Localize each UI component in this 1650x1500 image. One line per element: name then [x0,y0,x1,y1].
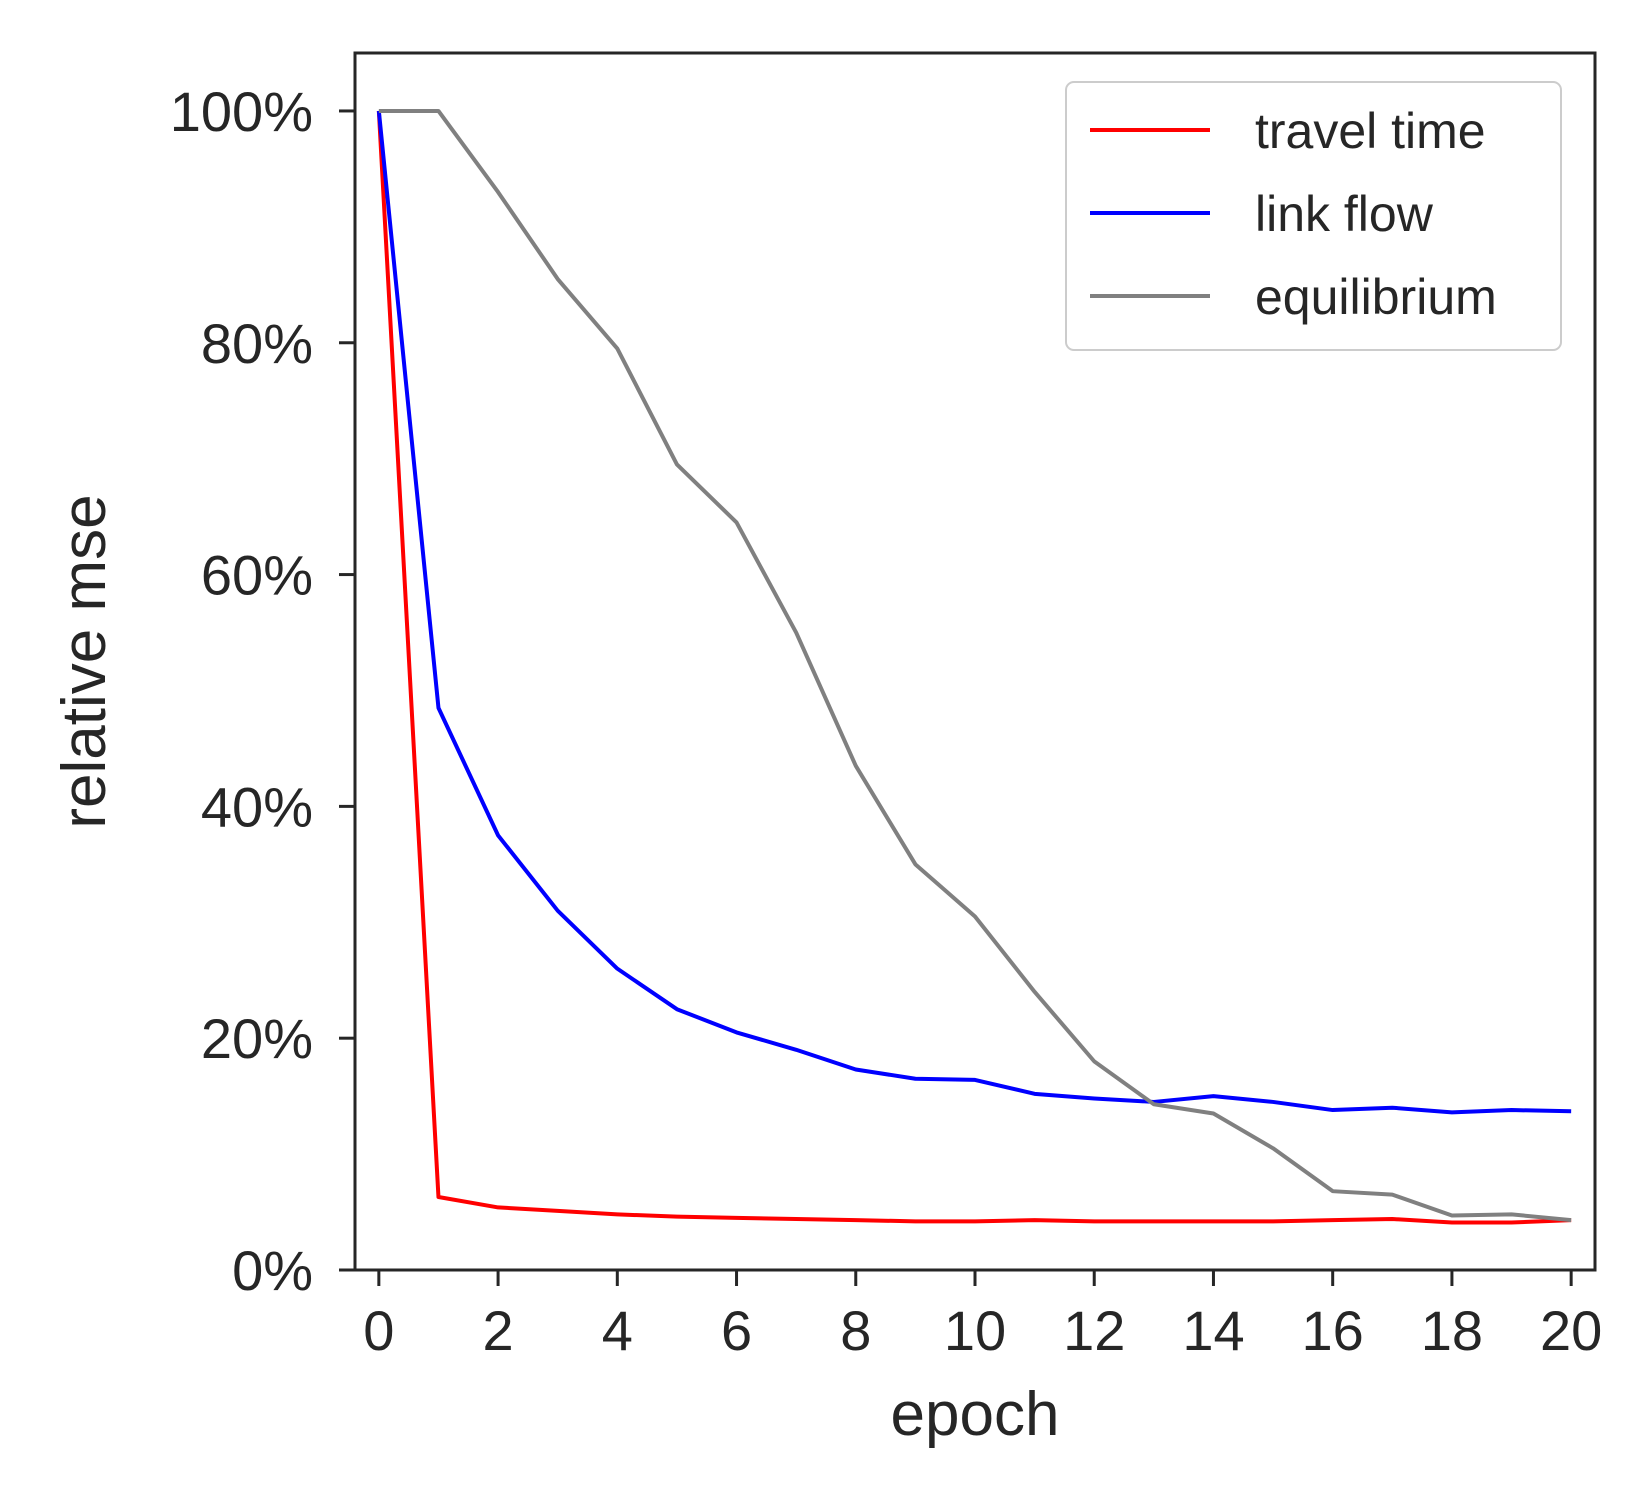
y-tick-label: 0% [232,1239,313,1302]
x-tick-label: 18 [1421,1299,1483,1362]
x-tick-label: 12 [1063,1299,1125,1362]
y-axis-ticks: 0% 20% 40% 60% 80% 100% [170,80,355,1302]
x-tick-label: 20 [1540,1299,1602,1362]
x-tick-label: 14 [1182,1299,1244,1362]
series-line-equilibrium [378,108,1572,1223]
series-line-travel-time [376,110,1572,1225]
x-tick-label: 10 [944,1299,1006,1362]
legend-label: link flow [1255,186,1434,242]
legend: travel time link flow equilibrium [1065,81,1562,351]
y-tick-label: 100% [170,80,313,143]
series-line-link-flow [376,110,1572,1115]
series-lines [376,108,1572,1225]
y-tick-label: 60% [201,544,313,607]
x-tick-label: 2 [482,1299,513,1362]
y-axis-title: relative mse [50,494,119,828]
y-tick-label: 20% [201,1007,313,1070]
y-tick-label: 40% [201,775,313,838]
legend-label: equilibrium [1255,269,1497,325]
x-tick-label: 16 [1302,1299,1364,1362]
y-tick-label: 80% [201,312,313,375]
x-axis-ticks: 0 2 4 6 8 10 12 14 16 18 20 [363,1270,1602,1362]
legend-label: travel time [1255,103,1486,159]
x-tick-label: 6 [721,1299,752,1362]
x-tick-label: 8 [840,1299,871,1362]
legend-box [1065,81,1562,351]
x-tick-label: 0 [363,1299,394,1362]
x-tick-label: 4 [602,1299,633,1362]
x-axis-title: epoch [891,1380,1060,1449]
